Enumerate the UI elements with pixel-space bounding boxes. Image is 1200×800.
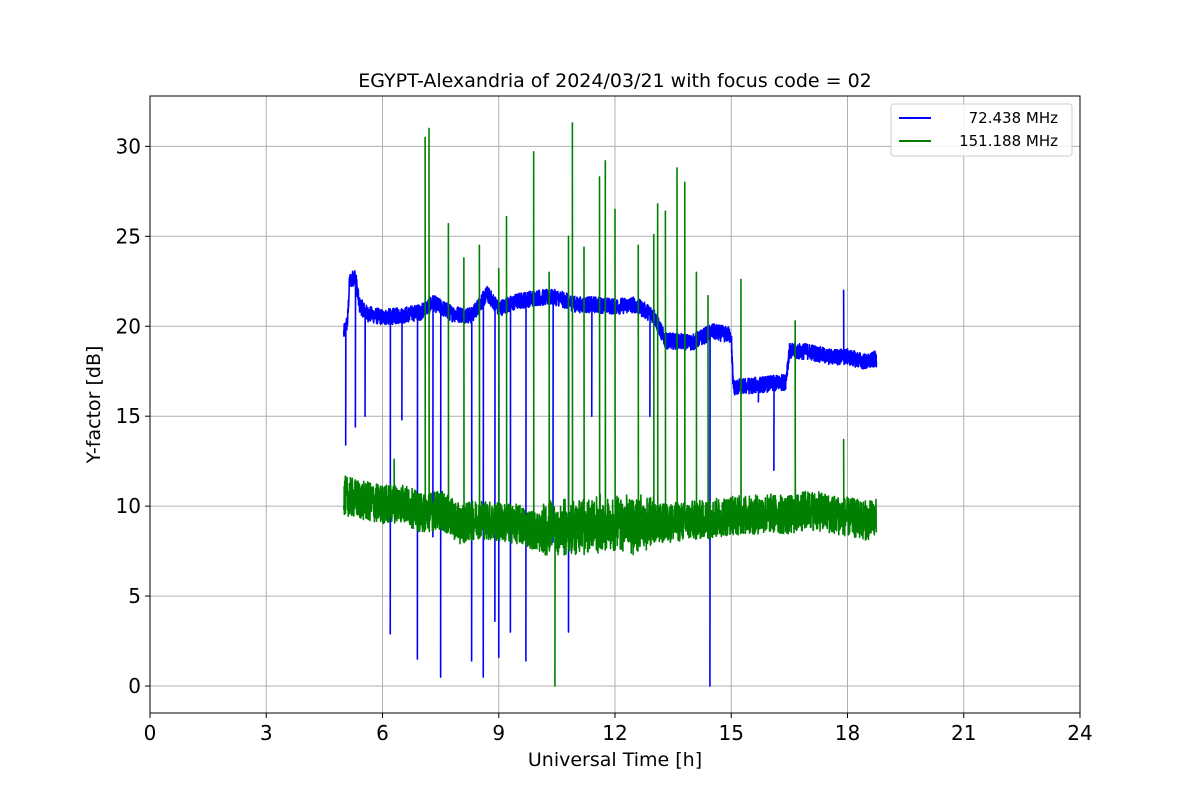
legend-box — [890, 103, 1073, 157]
ticks: 0 3 6 9 12 15 18 21 24 0 5 10 15 20 25 30 — [116, 134, 1093, 745]
x-tick-label: 3 — [260, 721, 273, 745]
x-tick-label: 18 — [835, 721, 860, 745]
x-tick-label: 21 — [951, 721, 976, 745]
y-tick-label: 0 — [128, 674, 141, 698]
x-tick-label: 0 — [144, 721, 157, 745]
x-axis-label: Universal Time [h] — [528, 749, 702, 771]
x-tick-label: 15 — [719, 721, 744, 745]
y-axis-label: Y-factor [dB] — [83, 346, 105, 465]
y-tick-label: 25 — [116, 224, 141, 248]
x-tick-label: 12 — [602, 721, 627, 745]
y-tick-label: 20 — [116, 314, 141, 338]
series-line — [342, 270, 878, 687]
legend-label: 72.438 MHz — [969, 109, 1058, 127]
y-tick-label: 10 — [116, 494, 141, 518]
series-line — [342, 122, 878, 687]
x-tick-label: 9 — [492, 721, 505, 745]
y-tick-label: 15 — [116, 404, 141, 428]
y-tick-label: 5 — [128, 584, 141, 608]
x-tick-label: 24 — [1067, 721, 1092, 745]
legend-label: 151.188 MHz — [959, 132, 1058, 150]
legend: 72.438 MHz 151.188 MHz — [890, 103, 1073, 157]
chart-title: EGYPT-Alexandria of 2024/03/21 with focu… — [358, 70, 872, 92]
x-tick-label: 6 — [376, 721, 389, 745]
series-layer — [342, 122, 878, 687]
y-tick-label: 30 — [116, 134, 141, 158]
